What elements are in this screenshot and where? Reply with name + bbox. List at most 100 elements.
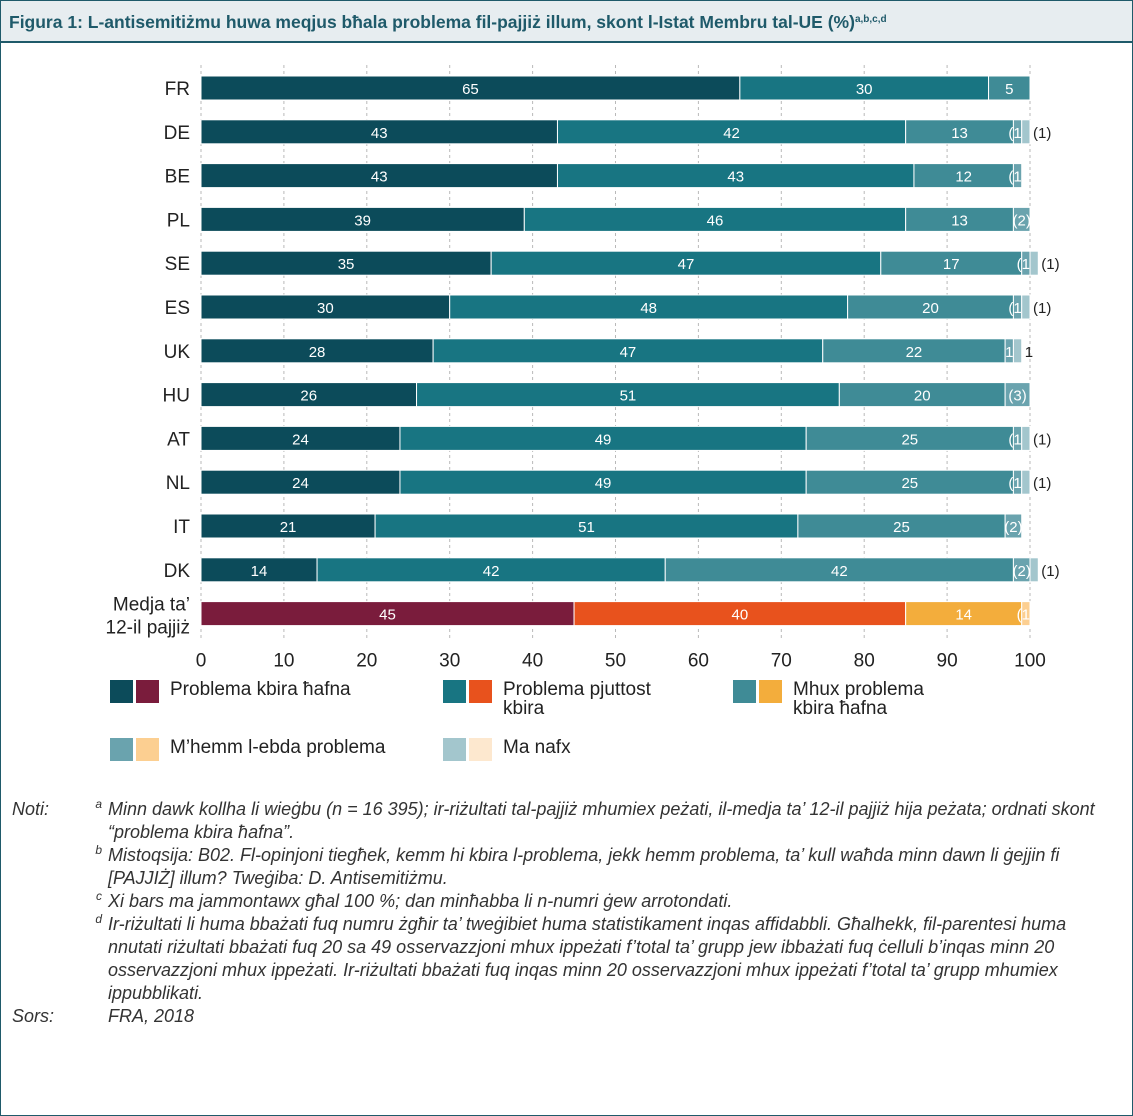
legend-swatch-country [733, 680, 756, 703]
data-label: 65 [462, 81, 479, 98]
x-tick-label: 50 [605, 651, 626, 672]
data-label: 47 [620, 344, 637, 361]
x-tick-label: 40 [522, 651, 543, 672]
data-label: 39 [354, 212, 371, 229]
data-label: 13 [951, 125, 968, 142]
legend-swatch-average [469, 680, 492, 703]
bar-segment [1029, 557, 1039, 583]
data-label: 49 [595, 431, 612, 448]
data-label: 5 [1005, 81, 1013, 98]
data-label: 51 [620, 388, 637, 405]
legend-label: Ma nafx [503, 737, 571, 758]
data-label: 24 [292, 431, 309, 448]
bar-segment [200, 75, 741, 101]
x-tick-label: 30 [439, 651, 460, 672]
bar-segment [523, 206, 907, 232]
note-d: d Ir-riżultati li huma bbażati fuq numru… [12, 912, 1122, 1005]
data-label: 30 [317, 300, 334, 317]
title-footnote-marks: a,b,c,d [854, 14, 887, 25]
note-mark: b [95, 843, 102, 857]
category-label: DK [164, 561, 191, 582]
bar-segment [847, 294, 1014, 320]
data-label: (2) [1013, 563, 1031, 580]
bar-segment [490, 250, 882, 276]
category-label: FR [165, 79, 190, 100]
note-text: Xi bars ma jammontawx għal 100 %; dan mi… [108, 891, 733, 911]
legend-swatch-average [759, 680, 782, 703]
bar-segment [200, 382, 418, 408]
data-label: 12 [955, 169, 972, 186]
note-text: Mistoqsija: B02. Fl-opinjoni tiegħek, ke… [108, 845, 1060, 888]
bar-segment [200, 206, 525, 232]
x-tick-label: 0 [196, 651, 207, 672]
legend-item-not-very-big-problem: Mhux problema kbira ħafna [733, 680, 924, 718]
note-mark: d [95, 912, 102, 926]
bar-segment [1004, 513, 1023, 539]
source-row: Sors: FRA, 2018 [12, 1005, 1122, 1028]
legend-label: Problema kbira ħafna [170, 679, 351, 700]
data-label: (2) [1004, 519, 1022, 536]
data-label: 20 [914, 388, 931, 405]
figure-title: Figura 1: L-antisemitiżmu huwa meqjus bħ… [9, 12, 887, 32]
bar-segment [316, 557, 666, 583]
data-label: 21 [280, 519, 297, 536]
bar-segment [200, 338, 434, 364]
data-label: (1) [1041, 256, 1059, 273]
bar-segment [432, 338, 824, 364]
bar-segment [374, 513, 799, 539]
category-label: AT [167, 429, 190, 450]
bar-segment [1021, 119, 1031, 145]
data-label: (1) [1033, 125, 1051, 142]
data-label: 25 [901, 431, 918, 448]
data-label: (1) [1008, 169, 1026, 186]
bar-segment [200, 294, 451, 320]
category-label: DE [164, 123, 190, 144]
bar-segment [200, 119, 558, 145]
legend-label: Problema pjuttost kbira [503, 679, 651, 719]
category-label: UK [164, 342, 191, 363]
data-label: (1) [1017, 607, 1035, 624]
data-label: 14 [251, 563, 268, 580]
data-label: 17 [943, 256, 960, 273]
x-tick-label: 20 [356, 651, 377, 672]
data-label: 48 [640, 300, 657, 317]
data-label: 49 [595, 475, 612, 492]
category-label: PL [167, 210, 190, 231]
bar-segment [1029, 250, 1039, 276]
data-label: (1) [1041, 563, 1059, 580]
note-b: b Mistoqsija: B02. Fl-opinjoni tiegħek, … [12, 843, 1122, 890]
bar-segment [1021, 601, 1031, 627]
x-tick-label: 60 [688, 651, 709, 672]
data-label: 25 [893, 519, 910, 536]
legend-swatch-country [443, 680, 466, 703]
data-label: 14 [955, 607, 972, 624]
data-label: 35 [338, 256, 355, 273]
data-label: 25 [901, 475, 918, 492]
legend-swatch-country [443, 738, 466, 761]
bar-segment [1021, 425, 1031, 451]
bar-segment [739, 75, 990, 101]
bar-segment [200, 557, 318, 583]
bar-segment [838, 382, 1006, 408]
data-label: 20 [922, 300, 939, 317]
data-label: 22 [906, 344, 923, 361]
data-label: 43 [727, 169, 744, 186]
x-tick-label: 90 [937, 651, 958, 672]
bar-segment [988, 75, 1031, 101]
bar-segment [1012, 163, 1023, 189]
legend-swatch-country [110, 738, 133, 761]
bar-segment [200, 601, 575, 627]
legend-label: Mhux problema kbira ħafna [793, 679, 924, 719]
bar-segment [880, 250, 1023, 276]
x-tick-label: 100 [1014, 651, 1046, 672]
data-label: 30 [856, 81, 873, 98]
data-label: 26 [300, 388, 317, 405]
chart-legend: Problema kbira ħafna Problema pjuttost k… [110, 680, 1110, 770]
category-label: ES [165, 298, 190, 319]
bar-segment [556, 119, 907, 145]
category-label: BE [165, 167, 190, 188]
bar-segment [905, 601, 1023, 627]
category-label: 12-il pajjiż [106, 618, 190, 639]
data-label: (3) [1008, 388, 1026, 405]
source-text: FRA, 2018 [108, 1006, 195, 1026]
